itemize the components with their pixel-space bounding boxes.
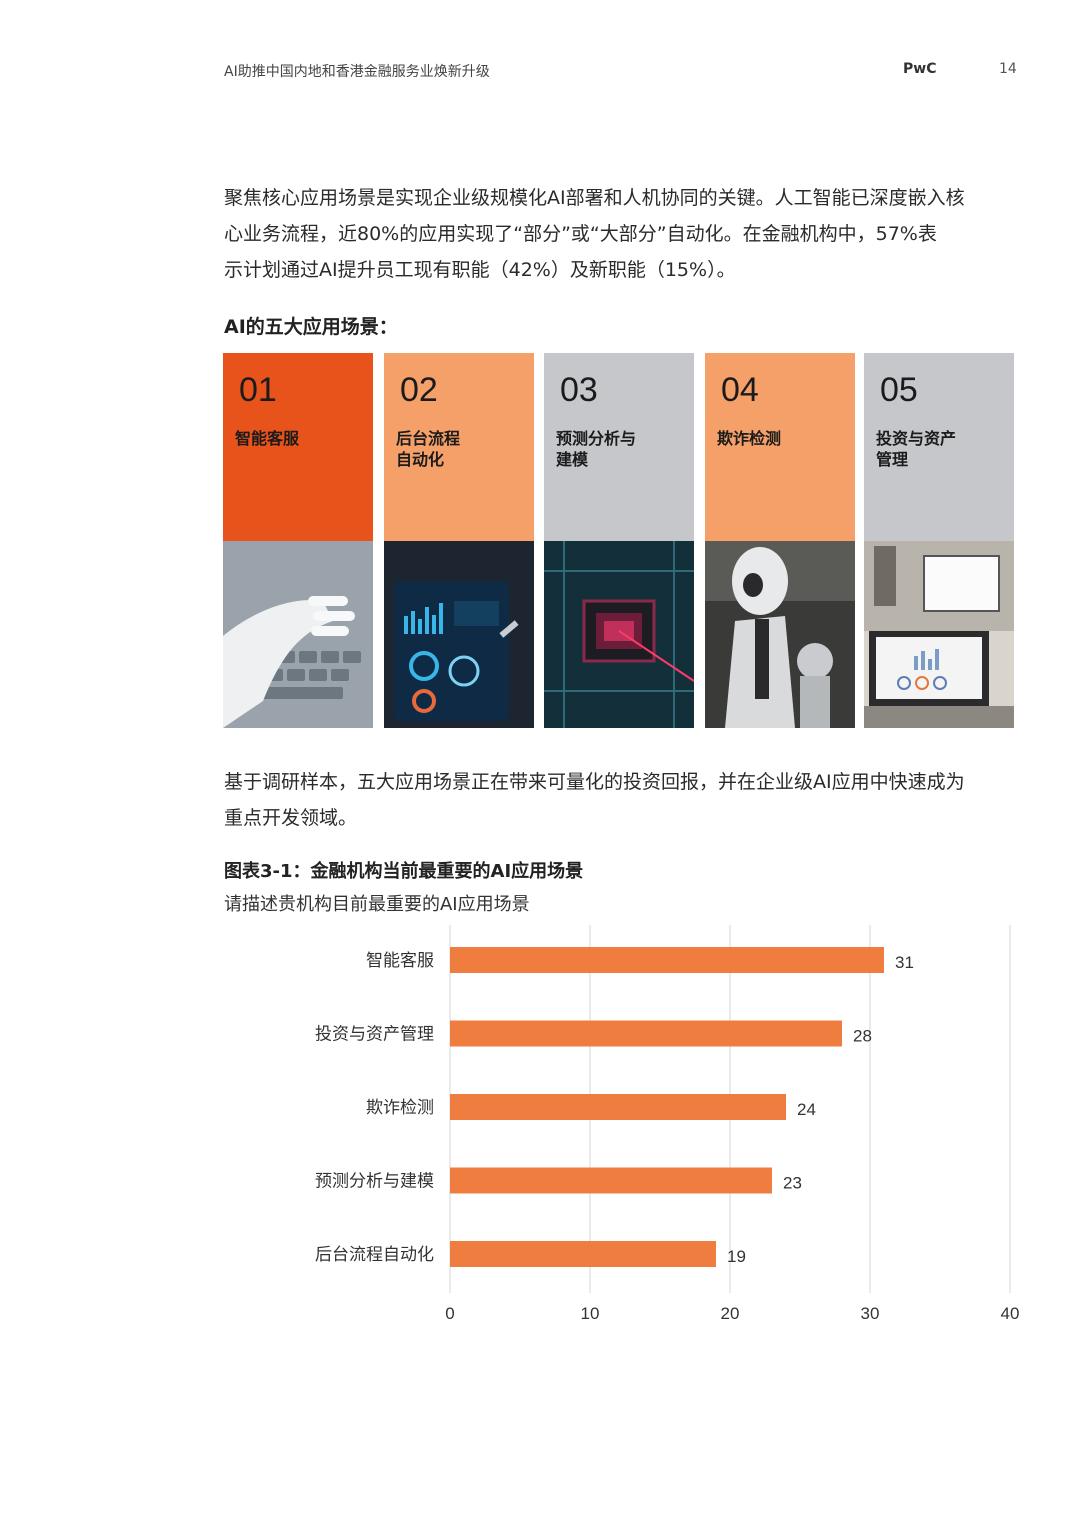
data-label: 24 <box>797 1100 816 1119</box>
scenario-cards: 01 智能客服 02 后台流程 自动化 <box>223 353 1014 728</box>
card-header <box>223 353 373 541</box>
circuit-chip-image <box>544 541 694 728</box>
card-number: 04 <box>721 371 759 409</box>
card-number: 01 <box>239 371 277 409</box>
category-label: 欺诈检测 <box>366 1098 434 1118</box>
scenario-card: 02 后台流程 自动化 <box>384 353 534 728</box>
scenario-card: 01 智能客服 <box>223 353 373 728</box>
summary-paragraph: 基于调研样本，五大应用场景正在带来可量化的投资回报，并在企业级AI应用中快速成为… <box>224 764 1024 836</box>
card-label: 智能客服 <box>235 429 300 448</box>
card-number: 03 <box>560 371 598 409</box>
bar <box>450 1020 842 1047</box>
category-label: 后台流程自动化 <box>315 1245 434 1265</box>
summary-line: 基于调研样本，五大应用场景正在带来可量化的投资回报，并在企业级AI应用中快速成为 <box>224 771 965 793</box>
x-tick-label: 40 <box>1001 1304 1020 1323</box>
laptop-charts-image <box>864 541 1014 728</box>
intro-line: 示计划通过AI提升员工现有职能（42%）及新职能（15%）。 <box>224 259 736 281</box>
page-number: 14 <box>999 61 1017 77</box>
bar <box>450 1241 716 1267</box>
bar <box>450 1094 786 1120</box>
data-label: 23 <box>783 1174 802 1193</box>
category-label: 预测分析与建模 <box>315 1172 434 1192</box>
x-tick-label: 0 <box>445 1304 454 1323</box>
data-label: 31 <box>895 953 914 972</box>
intro-paragraph: 聚焦核心应用场景是实现企业级规模化AI部署和人机协同的关键。人工智能已深度嵌入核… <box>224 180 1024 288</box>
scenario-card: 03 预测分析与 建模 <box>544 353 694 728</box>
x-tick-label: 20 <box>721 1304 740 1323</box>
data-label: 19 <box>727 1247 746 1266</box>
summary-line: 重点开发领域。 <box>224 807 358 829</box>
scenario-card: 04 欺诈检测 <box>705 353 855 728</box>
card-header <box>384 353 534 541</box>
scenarios-title: AI的五大应用场景： <box>224 316 398 338</box>
x-tick-label: 10 <box>581 1304 600 1323</box>
scenario-card: 05 投资与资产 管理 <box>864 353 1014 728</box>
data-label: 28 <box>853 1027 872 1046</box>
card-label: 投资与资产 管理 <box>876 429 957 469</box>
header-title: AI助推中国内地和香港金融服务业焕新升级 <box>224 64 490 80</box>
card-header <box>864 353 1014 541</box>
category-label: 智能客服 <box>366 951 434 971</box>
robot-hand-keyboard-image <box>223 541 373 728</box>
bar-chart: 0 10 20 30 40 智能客服 31 投资与资产管理 28 欺诈检测 24 预测分析与建模 23 后… <box>315 925 1020 1323</box>
card-label: 欺诈检测 <box>717 429 782 448</box>
dashboard-tablet-image <box>384 541 534 728</box>
bar <box>450 1167 772 1194</box>
card-label: 后台流程 自动化 <box>396 429 461 469</box>
x-tick-label: 30 <box>861 1304 880 1323</box>
intro-line: 聚焦核心应用场景是实现企业级规模化AI部署和人机协同的关键。人工智能已深度嵌入核 <box>224 187 965 209</box>
humanoid-robot-image <box>705 541 855 728</box>
chart-title: 图表3-1：金融机构当前最重要的AI应用场景 <box>224 861 584 882</box>
category-label: 投资与资产管理 <box>315 1025 434 1045</box>
bar <box>450 947 884 973</box>
chart-subtitle: 请描述贵机构目前最重要的AI应用场景 <box>224 894 530 915</box>
card-number: 02 <box>400 371 438 409</box>
intro-line: 心业务流程，近80%的应用实现了“部分”或“大部分”自动化。在金融机构中，57%… <box>224 223 937 245</box>
card-number: 05 <box>880 371 918 409</box>
card-label: 预测分析与 建模 <box>556 429 637 469</box>
card-header <box>544 353 694 541</box>
brand-logo-text: PwC <box>903 61 937 77</box>
card-header <box>705 353 855 541</box>
